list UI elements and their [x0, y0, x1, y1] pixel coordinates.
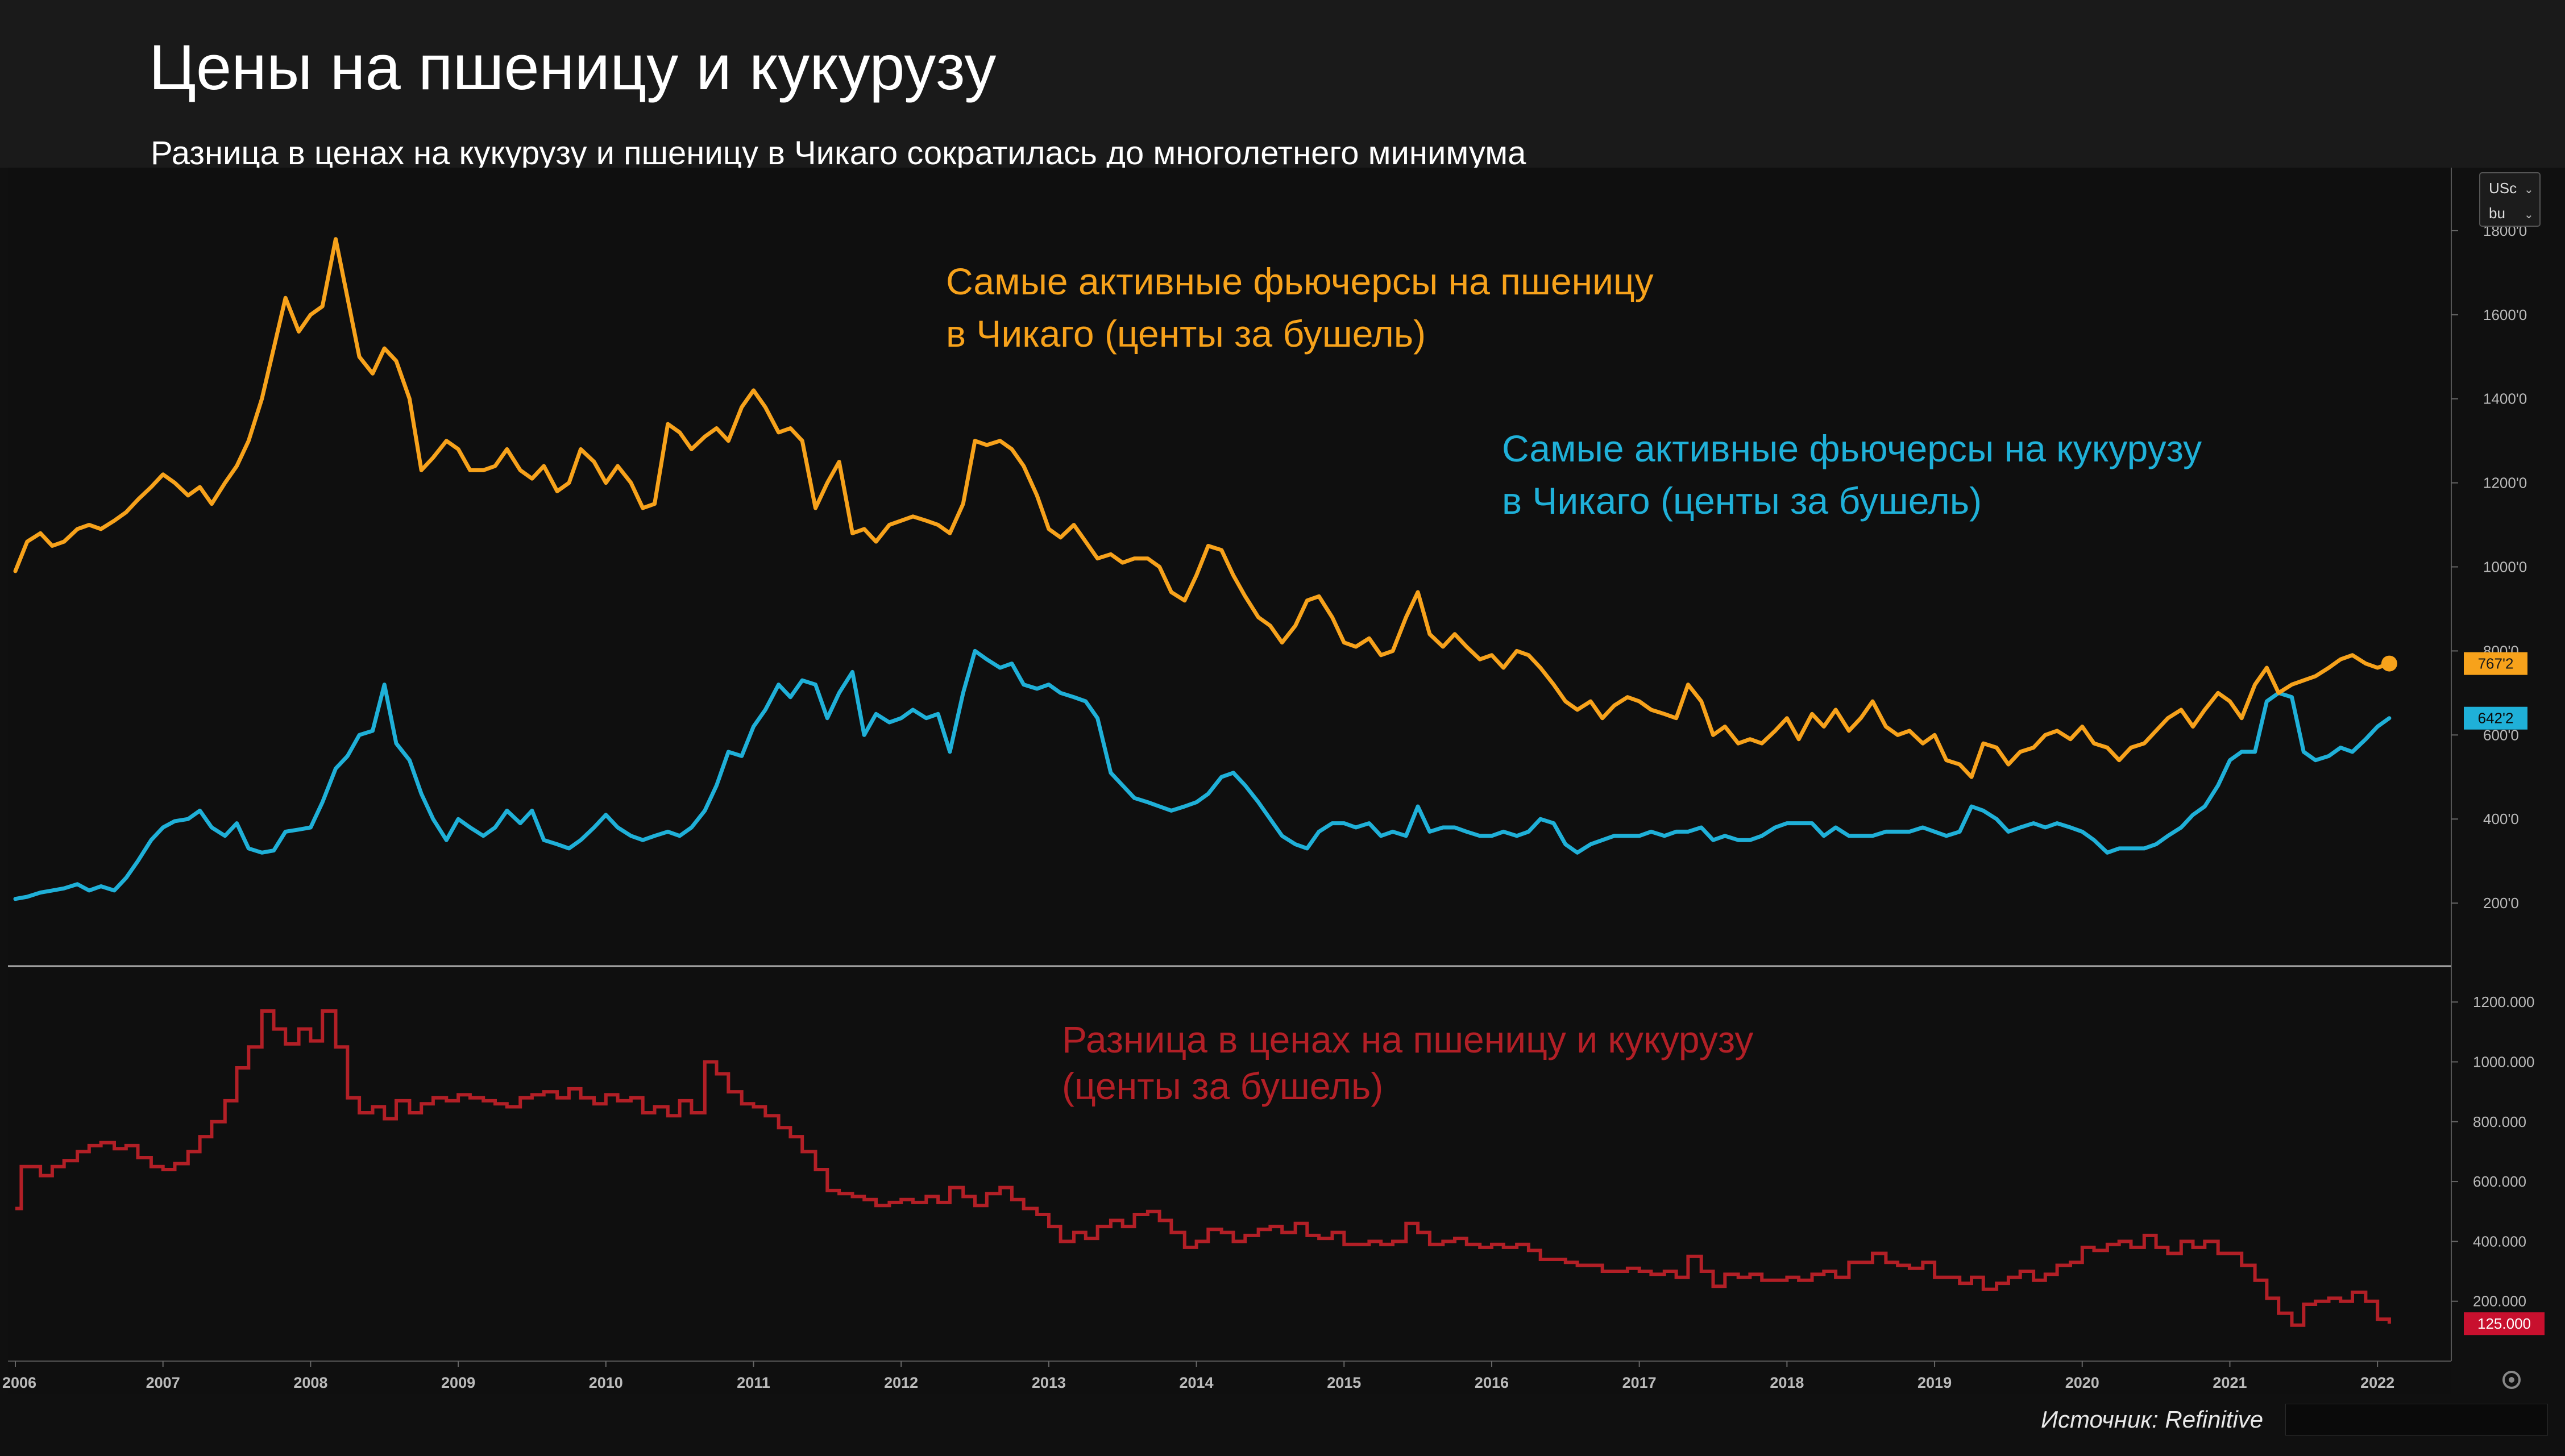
lower-y-tick-label: 800.000: [2473, 1113, 2526, 1130]
x-tick-label: 2011: [737, 1374, 770, 1391]
x-tick-label: 2012: [884, 1374, 918, 1391]
lower-y-tick-label: 600.000: [2473, 1173, 2526, 1190]
source-note: Источник: Refinitive: [2041, 1406, 2264, 1433]
wheat-last-value: 767'2: [2478, 655, 2514, 672]
lower-y-tick-label: 400.000: [2473, 1233, 2526, 1250]
x-tick-label: 2007: [146, 1374, 180, 1391]
spread-series-label-line-2: (центы за бушель): [1062, 1065, 1383, 1107]
upper-y-tick-label: 400'0: [2483, 810, 2519, 827]
page-subtitle: Разница в ценах на кукурузу и пшеницу в …: [151, 135, 1526, 172]
settings-button[interactable]: [2502, 1371, 2521, 1389]
chevron-down-icon: ⌄: [2524, 207, 2534, 221]
x-tick-label: 2016: [1475, 1374, 1509, 1391]
x-tick-label: 2009: [441, 1374, 475, 1391]
page-title: Цены на пшеницу и кукурузу: [149, 32, 997, 103]
x-tick-label: 2022: [2360, 1374, 2394, 1391]
lower-y-axis: 200.000 400.000 600.000 800.000 1000.000 1200…: [2451, 993, 2534, 1310]
upper-y-axis: 200'0400'0600'0800'01000'01200'01400'016…: [2451, 222, 2527, 912]
wheat-last-value-tag: 767'2: [2464, 652, 2527, 675]
corn-series-label-line-2: в Чикаго (центы за бушель): [1502, 480, 1982, 522]
chevron-down-icon: ⌄: [2524, 182, 2534, 196]
currency-unit: USc: [2489, 180, 2517, 197]
x-tick-label: 2013: [1032, 1374, 1066, 1391]
upper-y-tick-label: 200'0: [2483, 895, 2519, 912]
x-tick-label: 2017: [1622, 1374, 1657, 1391]
upper-y-tick-label: 1400'0: [2483, 390, 2527, 407]
wheat-series-line: [13, 237, 2392, 779]
lower-y-tick-label: 1000.000: [2473, 1053, 2534, 1070]
wheat-last-point: [2381, 655, 2397, 672]
spread-last-value-tag: 125.000: [2464, 1312, 2545, 1336]
spread-series-label-line-1: Разница в ценах на пшеницу и кукурузу: [1062, 1018, 1753, 1060]
wheat-series-label-line-2: в Чикаго (центы за бушель): [946, 313, 1426, 355]
wheat-series-label-line-1: Самые активные фьючерсы на пшеницу: [946, 260, 1654, 302]
x-tick-label: 2018: [1770, 1374, 1804, 1391]
corn-series-label-line-1: Самые активные фьючерсы на кукурузу: [1502, 427, 2202, 469]
upper-y-tick-label: 1200'0: [2483, 475, 2527, 492]
lower-y-tick-label: 200.000: [2473, 1293, 2526, 1310]
x-tick-label: 2015: [1327, 1374, 1361, 1391]
header-bar: [0, 0, 2565, 168]
x-axis: 2006 2007 2008 2009 2010 2011 2012 2013 2014 2015…: [2, 1361, 2394, 1391]
x-tick-label: 2021: [2213, 1374, 2247, 1391]
x-tick-label: 2014: [1180, 1374, 1214, 1391]
spread-last-value: 125.000: [2477, 1315, 2531, 1332]
spread-series-line: [15, 1009, 2391, 1327]
x-tick-label: 2008: [293, 1374, 327, 1391]
corn-last-value: 642'2: [2478, 710, 2514, 727]
corn-last-value-tag: 642'2: [2464, 706, 2527, 730]
x-tick-label: 2019: [1917, 1374, 1952, 1391]
currency-per: bu: [2489, 205, 2505, 222]
x-tick-label: 2020: [2065, 1374, 2099, 1391]
gear-icon-center: [2509, 1377, 2514, 1383]
corn-series-line: [13, 648, 2392, 901]
date-range-field[interactable]: [2285, 1404, 2548, 1436]
x-tick-label: 2010: [589, 1374, 623, 1391]
gear-icon: [2502, 1371, 2521, 1389]
lower-y-tick-label: 1200.000: [2473, 993, 2534, 1010]
currency-selector[interactable]: USc bu ⌄ ⌄: [2479, 172, 2541, 227]
x-tick-label: 2006: [2, 1374, 36, 1391]
upper-y-tick-label: 1000'0: [2483, 559, 2527, 576]
upper-y-tick-label: 1600'0: [2483, 306, 2527, 323]
